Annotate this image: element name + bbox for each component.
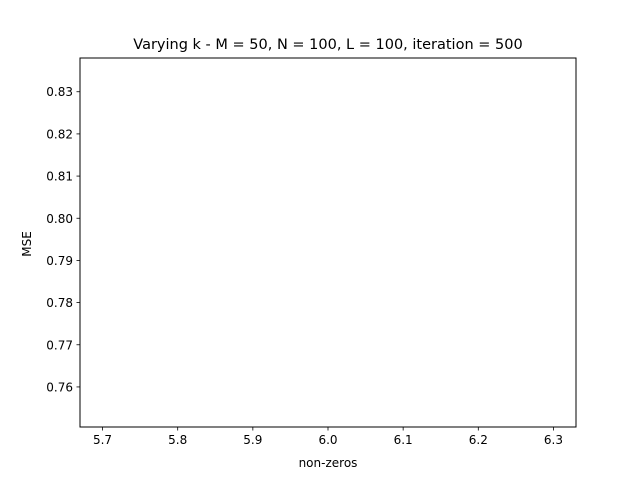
y-tick-label: 0.76 <box>46 380 73 394</box>
x-tick-label: 6.2 <box>469 433 488 447</box>
y-tick-label: 0.80 <box>46 212 73 226</box>
y-tick-label: 0.82 <box>46 127 73 141</box>
y-axis-label: MSE <box>20 231 34 257</box>
x-tick-label: 5.9 <box>243 433 262 447</box>
x-axis: 5.7 5.8 5.9 6.0 6.1 6.2 6.3 <box>93 427 563 447</box>
x-axis-label: non-zeros <box>299 456 358 470</box>
y-tick-label: 0.79 <box>46 254 73 268</box>
axes-frame <box>79 57 577 428</box>
x-tick-label: 5.8 <box>168 433 187 447</box>
x-tick-label: 6.0 <box>318 433 337 447</box>
y-tick-label: 0.77 <box>46 338 73 352</box>
plot-area <box>79 57 577 428</box>
y-tick-label: 0.81 <box>46 170 73 184</box>
y-axis: 0.76 0.77 0.78 0.79 0.80 0.81 0.82 0.83 <box>46 85 80 394</box>
y-tick-label: 0.83 <box>46 85 73 99</box>
x-tick-label: 6.3 <box>544 433 563 447</box>
x-tick-label: 5.7 <box>93 433 112 447</box>
chart-title: Varying k - M = 50, N = 100, L = 100, it… <box>133 37 522 53</box>
y-tick-label: 0.78 <box>46 296 73 310</box>
x-tick-label: 6.1 <box>394 433 413 447</box>
